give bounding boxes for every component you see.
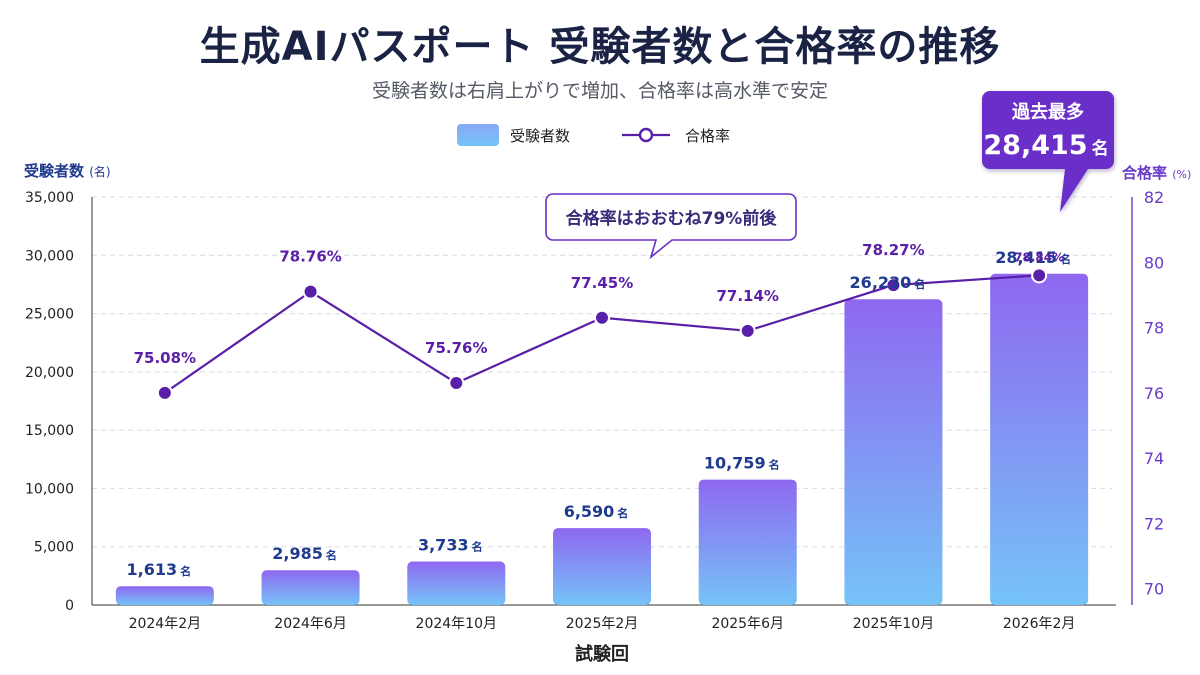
- bar-value-label: 6,590 名: [564, 502, 629, 521]
- rate-point: [885, 277, 902, 294]
- legend-swatch-marker: [638, 127, 654, 143]
- bar: [407, 561, 506, 605]
- bar: [115, 586, 214, 605]
- rate-note-callout: [545, 193, 797, 260]
- axes: 0 5,000 10,000 15,000 20,000 25,000 30,000 35,0…: [24, 162, 1191, 665]
- left-tick-label: 15,000: [25, 423, 74, 439]
- bar: [990, 273, 1089, 605]
- left-tick-label: 0: [65, 598, 74, 614]
- rate-point: [739, 322, 756, 339]
- bar-value-label: 26,230 名: [850, 273, 926, 292]
- bar-series: [115, 273, 1089, 605]
- x-tick-label: 2024年6月: [274, 616, 347, 632]
- bar: [698, 479, 797, 605]
- rate-point: [156, 384, 173, 401]
- chart-subtitle: 受験者数は右肩上がりで増加、合格率は高水準で安定: [371, 80, 828, 102]
- rate-point: [448, 375, 465, 392]
- bar-value-label: 1,613 名: [127, 560, 192, 579]
- right-tick-label: 70: [1144, 580, 1164, 599]
- rate-note-text: 合格率はおおむね79%前後: [566, 208, 778, 229]
- right-tick-label: 78: [1144, 319, 1164, 338]
- rate-value-label: 78.84%: [1014, 250, 1064, 264]
- bar-value-label: 2,985 名: [272, 544, 337, 563]
- left-tick-label: 35,000: [25, 190, 74, 206]
- right-tick-label: 76: [1144, 384, 1164, 403]
- rate-point: [594, 309, 610, 326]
- x-tick-label: 2025年6月: [711, 616, 784, 632]
- left-tick-label: 25,000: [25, 307, 74, 323]
- rate-value-label: 77.14%: [716, 287, 778, 305]
- x-tick-label: 2025年10月: [853, 616, 934, 632]
- bar: [553, 528, 651, 605]
- record-callout-title: 過去最多: [1012, 101, 1084, 123]
- bar: [844, 299, 943, 605]
- left-tick-label: 10,000: [25, 481, 74, 497]
- bar-value-label: 10,759 名: [704, 454, 780, 473]
- legend-label-line: 合格率: [685, 127, 730, 145]
- bar: [261, 570, 360, 605]
- data-labels: 1,613 名 2,985 名 3,733 名 6,590 名 10,759 名 26,230 名 28…: [127, 241, 1071, 579]
- rate-point: [1031, 267, 1048, 284]
- right-tick-label: 74: [1144, 449, 1164, 468]
- rate-value-label: 78.27%: [862, 241, 924, 259]
- bar-value-label: 3,733 名: [418, 535, 483, 554]
- legend: 受験者数 合格率: [457, 124, 730, 146]
- right-tick-label: 72: [1144, 514, 1164, 533]
- legend-label-bars: 受験者数: [510, 127, 570, 145]
- chart-title: 生成AIパスポート 受験者数と合格率の推移: [199, 24, 1001, 70]
- record-callout: [982, 91, 1114, 212]
- left-axis-title: 受験者数 (名): [24, 162, 111, 180]
- left-tick-label: 20,000: [25, 365, 74, 381]
- right-tick-label: 80: [1144, 253, 1164, 272]
- left-tick-label: 5,000: [34, 540, 74, 556]
- rate-value-label: 75.76%: [425, 339, 487, 357]
- rate-line-series: [156, 267, 1048, 401]
- x-tick-label: 2026年2月: [1003, 616, 1076, 632]
- bar-value-label: 28,415 名: [995, 248, 1071, 267]
- right-axis-title: 合格率 (%): [1121, 164, 1191, 182]
- x-tick-label: 2024年2月: [129, 616, 202, 632]
- right-tick-label: 82: [1144, 188, 1164, 207]
- x-tick-label: 2025年2月: [566, 616, 639, 632]
- x-axis-title: 試験回: [575, 643, 629, 665]
- x-tick-label: 2024年10月: [416, 616, 497, 632]
- rate-value-label: 75.08%: [134, 349, 196, 367]
- rate-value-label: 78.76%: [279, 248, 341, 266]
- rate-point: [302, 283, 319, 300]
- gridlines: [92, 196, 1112, 548]
- left-tick-label: 30,000: [25, 248, 74, 264]
- legend-swatch-bars: [457, 124, 499, 146]
- rate-value-label: 77.45%: [571, 274, 633, 292]
